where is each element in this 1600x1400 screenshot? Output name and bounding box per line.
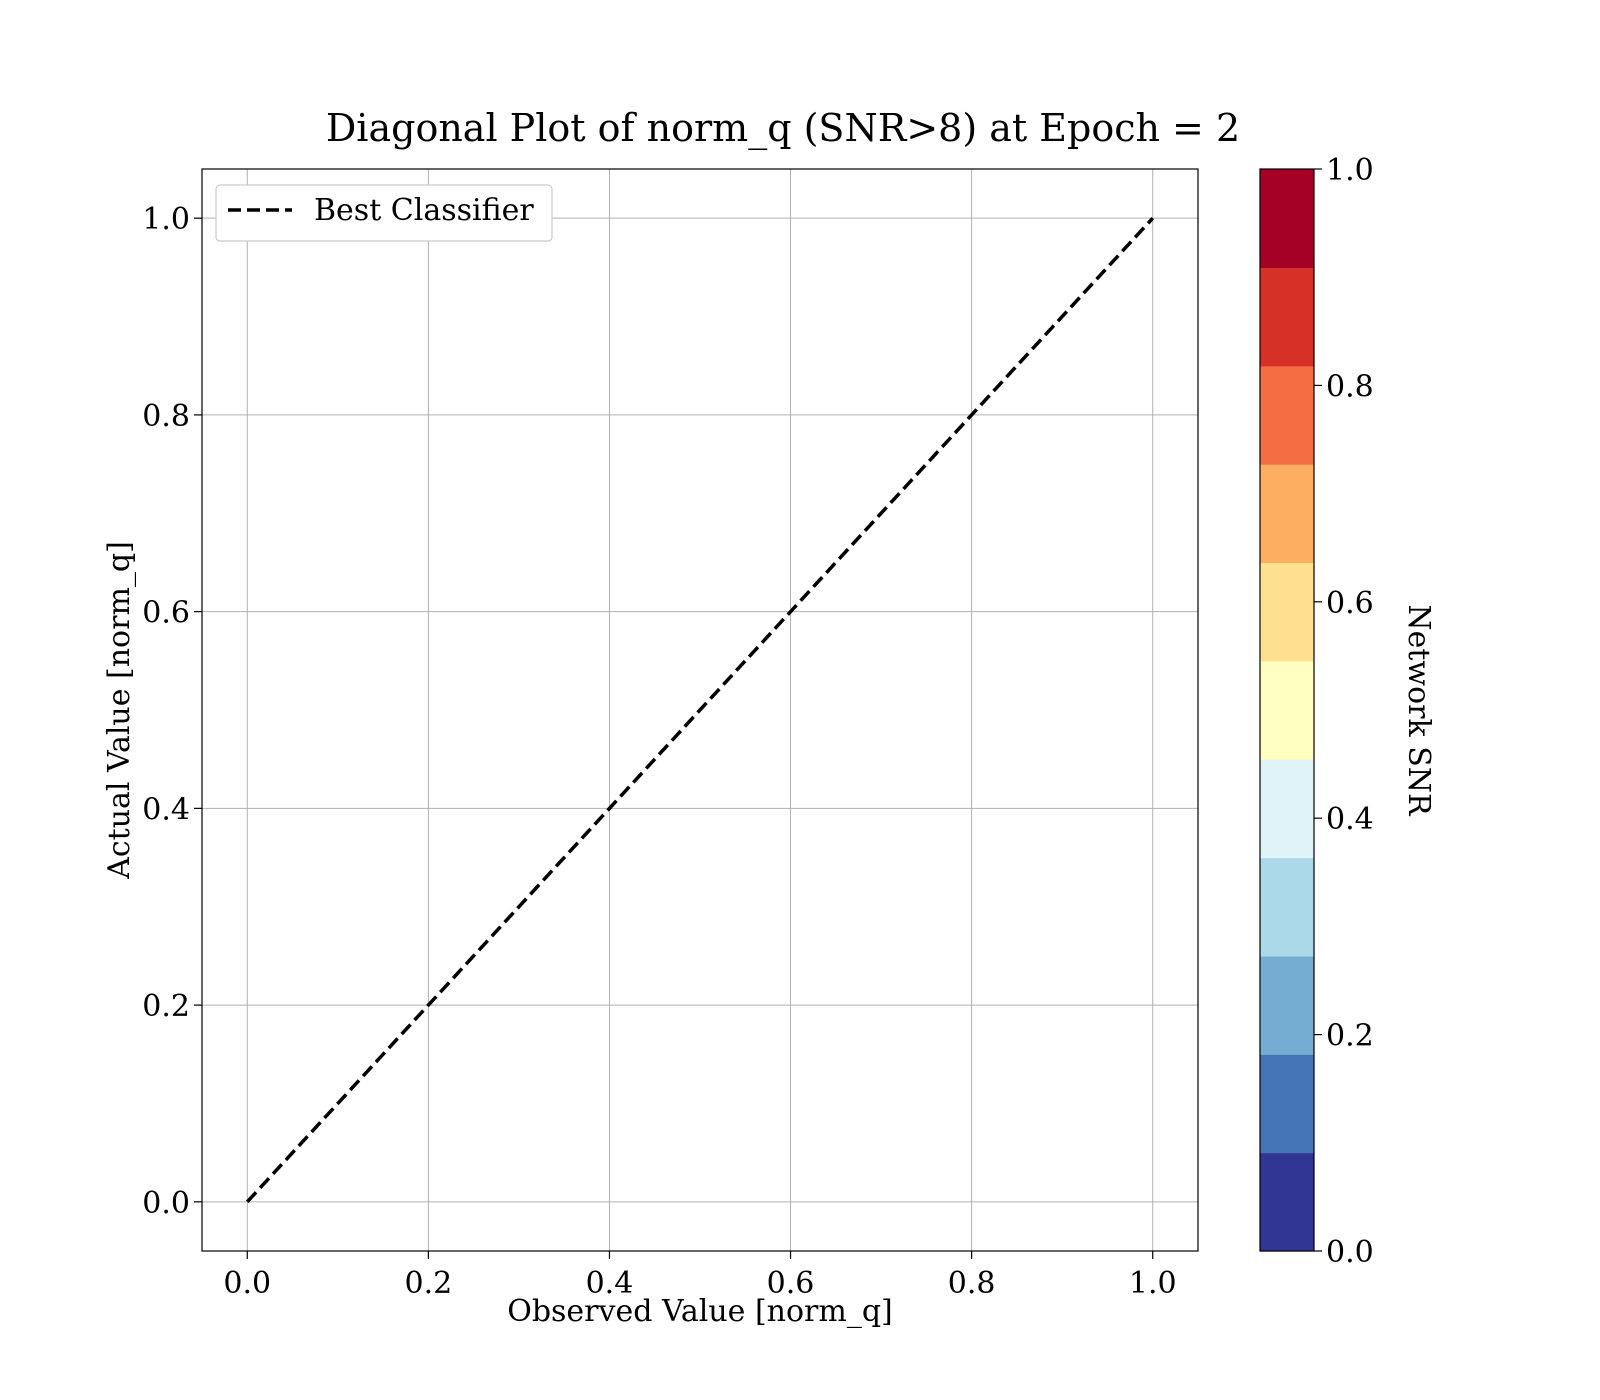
x-tick-label: 0.4	[586, 1266, 634, 1301]
x-tick-label: 0.8	[948, 1266, 996, 1301]
y-tick-label: 0.4	[142, 792, 190, 827]
colorbar-tick-label: 0.0	[1326, 1235, 1374, 1270]
colorbar-segment	[1260, 660, 1314, 760]
colorbar-label: Network SNR	[1401, 604, 1436, 817]
legend-label: Best Classifier	[314, 193, 534, 228]
colorbar-frame	[1259, 168, 1315, 1252]
y-tick-label: 0.6	[142, 596, 190, 631]
y-tick-label: 0.8	[142, 399, 190, 434]
colorbar	[1260, 169, 1314, 1252]
colorbar-segment	[1260, 464, 1314, 564]
legend[interactable]: Best Classifier	[215, 184, 553, 242]
y-tick-label: 1.0	[142, 202, 190, 237]
x-axis-ticks: 0.0 0.2 0.4 0.6 0.8 1.0	[223, 1251, 1177, 1301]
colorbar-tick-label: 0.2	[1326, 1019, 1374, 1054]
series-line-best-classifier	[245, 216, 1155, 1204]
y-tick-label: 0.0	[142, 1186, 190, 1221]
colorbar-segment	[1260, 267, 1314, 367]
x-tick-label: 0.6	[767, 1266, 815, 1301]
y-axis-ticks: 0.0 0.2 0.4 0.6 0.8 1.0	[142, 202, 202, 1221]
colorbar-segment	[1260, 955, 1314, 1055]
colorbar-segment	[1260, 759, 1314, 859]
series-layer	[245, 216, 1155, 1204]
colorbar-segment	[1260, 365, 1314, 465]
y-axis-label: Actual Value [norm_q]	[102, 541, 137, 880]
colorbar-segment	[1260, 562, 1314, 662]
colorbar-segment	[1260, 1152, 1314, 1252]
legend-box	[215, 184, 553, 242]
colorbar-segment	[1260, 169, 1314, 268]
colorbar-tick-label: 1.0	[1326, 153, 1374, 188]
colorbar-tick-label: 0.6	[1326, 586, 1374, 621]
colorbar-tick-label: 0.8	[1326, 369, 1374, 404]
x-axis-label: Observed Value [norm_q]	[507, 1294, 893, 1329]
x-tick-label: 0.2	[405, 1266, 453, 1301]
y-tick-label: 0.2	[142, 989, 190, 1024]
x-tick-label: 1.0	[1129, 1266, 1177, 1301]
colorbar-tick-label: 0.4	[1326, 802, 1374, 837]
colorbar-segment	[1260, 857, 1314, 957]
colorbar-ticks: 0.0 0.2 0.4 0.6 0.8 1.0	[1314, 153, 1374, 1270]
plot-frame	[201, 168, 1199, 1252]
chart-title: Diagonal Plot of norm_q (SNR>8) at Epoch…	[326, 106, 1240, 151]
colorbar-segment	[1260, 1054, 1314, 1154]
x-tick-label: 0.0	[223, 1266, 271, 1301]
